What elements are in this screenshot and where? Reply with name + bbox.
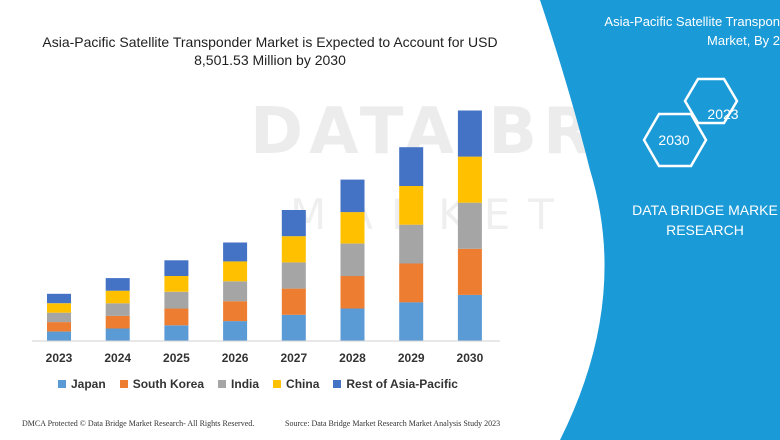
- hexagon-2030-label: 2030: [658, 132, 690, 148]
- bar-segment-2030-rest-of-asia-pacific: [457, 110, 482, 157]
- bar-marks: [47, 110, 482, 341]
- bar-segment-2030-china: [457, 156, 482, 203]
- legend-swatch-china: [273, 380, 282, 388]
- bar-segment-2029-rest-of-asia-pacific: [399, 147, 424, 186]
- bar-segment-2023-india: [47, 312, 71, 323]
- legend-swatch-rest-of-asia-pacific: [333, 380, 342, 388]
- x-tick-label-2028: 2028: [339, 351, 366, 365]
- x-tick-label-2024: 2024: [104, 351, 131, 365]
- panel-title-line1: Asia-Pacific Satellite Transpon: [604, 14, 780, 29]
- bar-segment-2024-china: [105, 290, 130, 304]
- bar-segment-2028-south-korea: [340, 276, 365, 309]
- legend-item-rest-of-asia-pacific: Rest of Asia-Pacific: [333, 377, 458, 391]
- legend-item-south-korea: South Korea: [119, 377, 205, 391]
- bar-segment-2028-rest-of-asia-pacific: [340, 179, 365, 213]
- bar-segment-2023-china: [47, 303, 71, 313]
- footer-source: Source: Data Bridge Market Research Mark…: [285, 419, 501, 428]
- bar-segment-2024-india: [105, 303, 130, 316]
- bar-segment-2027-india: [281, 262, 306, 289]
- panel-title: Asia-Pacific Satellite Transpon Market, …: [560, 12, 780, 50]
- bar-segment-2030-india: [457, 202, 482, 249]
- bar-segment-2025-japan: [164, 325, 189, 341]
- bar-segment-2027-rest-of-asia-pacific: [281, 210, 306, 237]
- legend-label-south-korea: South Korea: [132, 377, 205, 391]
- legend-swatch-south-korea: [119, 380, 128, 388]
- panel-title-line2: Market, By 2: [707, 33, 780, 48]
- bar-segment-2024-rest-of-asia-pacific: [105, 278, 130, 291]
- bar-segment-2023-south-korea: [47, 322, 71, 332]
- bar-segment-2023-rest-of-asia-pacific: [47, 293, 71, 304]
- bar-segment-2025-india: [164, 291, 189, 309]
- bar-segment-2026-china: [223, 261, 248, 282]
- panel-brand-line2: RESEARCH: [666, 222, 744, 238]
- bar-segment-2028-japan: [340, 308, 365, 341]
- legend-label-rest-of-asia-pacific: Rest of Asia-Pacific: [346, 377, 458, 391]
- bar-segment-2025-china: [164, 276, 189, 292]
- bar-segment-2024-japan: [105, 328, 130, 341]
- chart-legend: Japan South Korea India China Rest of Asia-P…: [58, 376, 458, 392]
- hexagon-2023-outline: [683, 77, 739, 125]
- bar-segment-2026-india: [223, 281, 248, 302]
- x-tick-label-2027: 2027: [280, 351, 307, 365]
- bar-segment-2029-south-korea: [399, 263, 424, 303]
- bar-segment-2028-india: [340, 243, 365, 277]
- bar-segment-2026-rest-of-asia-pacific: [223, 242, 248, 262]
- bar-segment-2029-india: [399, 224, 424, 264]
- bar-segment-2029-china: [399, 185, 424, 225]
- bar-segment-2026-japan: [223, 321, 248, 341]
- x-tick-label-2030: 2030: [457, 351, 484, 365]
- hexagon-2023-label: 2023: [707, 106, 739, 122]
- panel-brand-line1: DATA BRIDGE MARKE: [632, 202, 778, 218]
- legend-swatch-india: [218, 380, 227, 388]
- bar-segment-2027-south-korea: [281, 288, 306, 315]
- bar-segment-2030-japan: [457, 294, 482, 341]
- legend-label-japan: Japan: [71, 377, 106, 391]
- x-tick-label-2023: 2023: [46, 351, 73, 365]
- panel-brand-text: DATA BRIDGE MARKE RESEARCH: [610, 200, 780, 240]
- bar-segment-2024-south-korea: [105, 315, 130, 329]
- bar-segment-2026-south-korea: [223, 301, 248, 322]
- bar-segment-2028-china: [340, 212, 365, 244]
- x-tick-label-2029: 2029: [398, 351, 425, 365]
- side-panel-background: [540, 0, 780, 440]
- x-tick-labels: 2023 2024 2025 2026 2027 2028 2029 2030: [46, 351, 484, 365]
- chart-title: Asia-Pacific Satellite Transponder Marke…: [42, 34, 498, 68]
- legend-item-japan: Japan: [58, 377, 106, 391]
- legend-label-china: China: [286, 377, 320, 391]
- legend-item-india: India: [218, 377, 259, 391]
- bar-segment-2023-japan: [47, 331, 71, 341]
- legend-swatch-japan: [58, 380, 66, 388]
- bar-segment-2027-japan: [281, 314, 306, 341]
- hexagon-2030-outline: [642, 112, 708, 168]
- bar-segment-2030-south-korea: [457, 248, 482, 295]
- x-tick-label-2025: 2025: [163, 351, 190, 365]
- bar-segment-2025-south-korea: [164, 308, 189, 326]
- legend-label-india: India: [231, 377, 260, 391]
- bar-segment-2025-rest-of-asia-pacific: [164, 260, 189, 276]
- bar-segment-2027-china: [281, 236, 306, 263]
- bar-segment-2029-japan: [399, 302, 424, 341]
- footer-copyright: DMCA Protected © Data Bridge Market Rese…: [22, 419, 255, 428]
- x-tick-label-2026: 2026: [222, 351, 249, 365]
- legend-item-china: China: [273, 377, 319, 391]
